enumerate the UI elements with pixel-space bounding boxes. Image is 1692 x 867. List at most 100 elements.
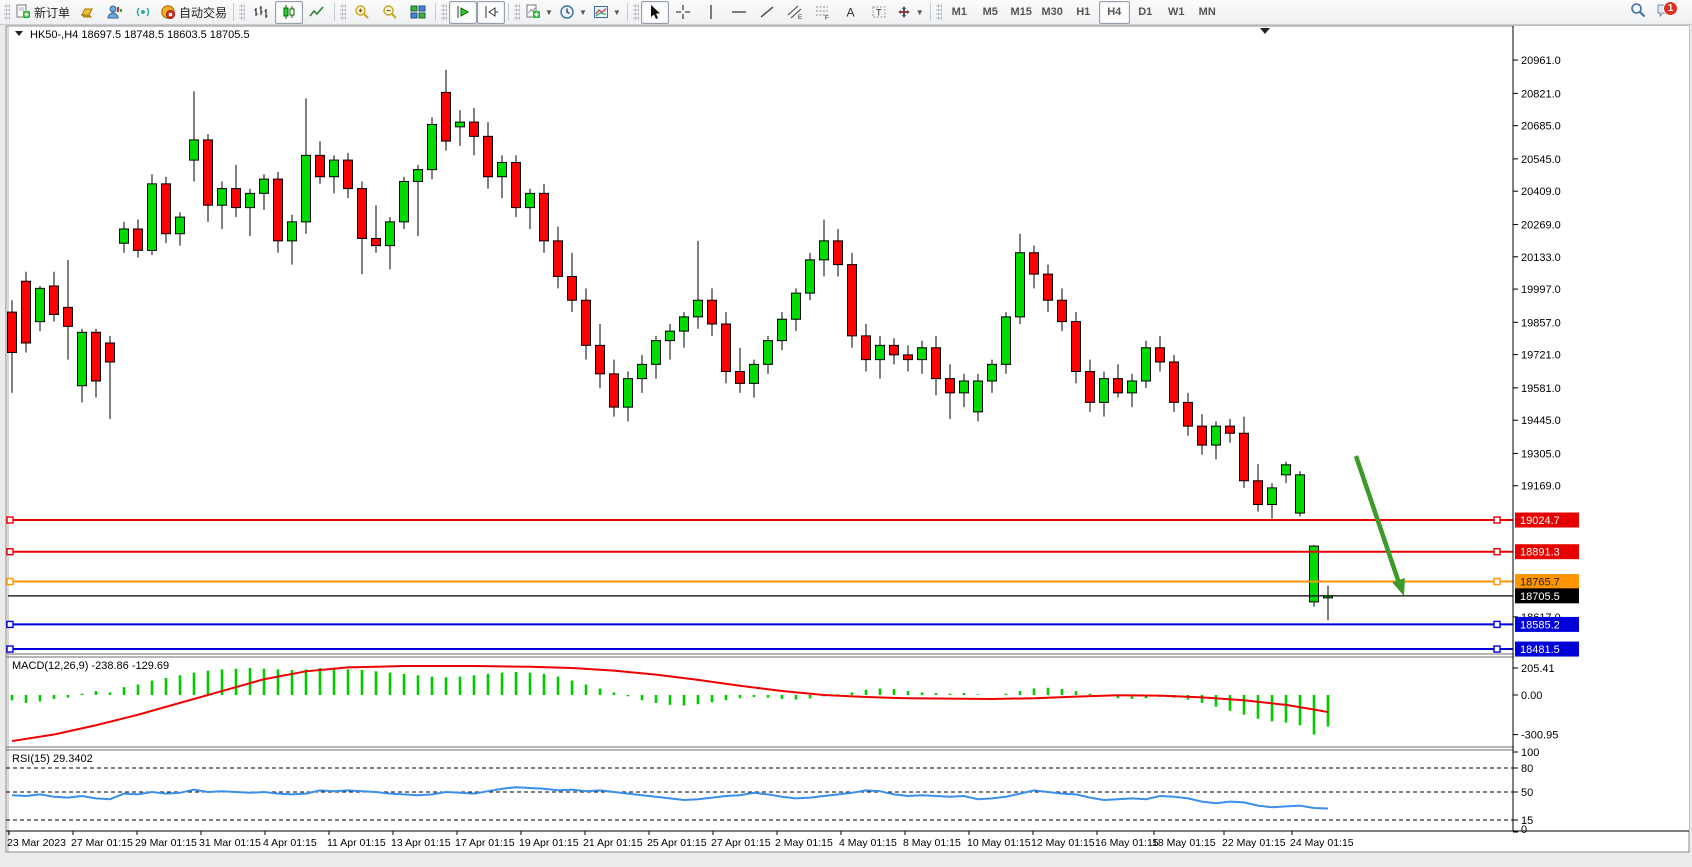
- candle-bear[interactable]: [49, 285, 59, 315]
- zoom-in-button[interactable]: [348, 1, 376, 24]
- chevron-down-icon[interactable]: ▼: [612, 7, 621, 17]
- candle-bull[interactable]: [147, 183, 157, 251]
- candle-bull[interactable]: [665, 330, 675, 342]
- candle-bull[interactable]: [329, 159, 339, 178]
- candle-bear[interactable]: [721, 323, 731, 372]
- candle-bear[interactable]: [1071, 321, 1081, 372]
- candle-bear[interactable]: [133, 228, 143, 251]
- candle-bear[interactable]: [343, 159, 353, 190]
- channel-button[interactable]: E: [781, 1, 809, 24]
- market-depth-button[interactable]: [101, 1, 129, 24]
- line-drag-handle[interactable]: [1493, 516, 1501, 524]
- candle-bear[interactable]: [931, 347, 941, 380]
- candle-bull[interactable]: [525, 192, 535, 209]
- candle-bull[interactable]: [385, 221, 395, 247]
- candle-bear[interactable]: [1029, 252, 1039, 275]
- candle-bear[interactable]: [63, 306, 73, 327]
- candle-bear[interactable]: [483, 135, 493, 178]
- zoom-out-button[interactable]: [376, 1, 404, 24]
- signal-button[interactable]: [129, 1, 157, 24]
- search-button[interactable]: [1630, 2, 1646, 18]
- candle-bull[interactable]: [763, 340, 773, 365]
- price-axis[interactable]: 20961.0 20821.0 20685.0 20545.0 20409.0 20269…: [1513, 55, 1579, 836]
- vertical-line-button[interactable]: [697, 1, 725, 24]
- candle-bull[interactable]: [497, 161, 507, 178]
- candle-bull[interactable]: [119, 228, 129, 244]
- tile-windows-button[interactable]: [404, 1, 432, 24]
- candle-bear[interactable]: [441, 91, 451, 142]
- candle-bear[interactable]: [833, 240, 843, 266]
- line-drag-handle[interactable]: [1493, 620, 1501, 629]
- gold-button[interactable]: [73, 1, 101, 24]
- candle-bear[interactable]: [945, 378, 955, 394]
- periods-button[interactable]: ▼: [556, 1, 590, 24]
- candle-bull[interactable]: [1099, 378, 1109, 403]
- fibonacci-button[interactable]: F: [809, 1, 837, 24]
- candle-bear[interactable]: [469, 121, 479, 137]
- price-axis-background[interactable]: [1514, 26, 1689, 831]
- bar-chart-button[interactable]: [247, 1, 275, 24]
- candle-bull[interactable]: [623, 378, 633, 408]
- line-drag-handle[interactable]: [6, 577, 14, 586]
- candle-bear[interactable]: [1169, 361, 1179, 403]
- candle-bull[interactable]: [651, 340, 661, 365]
- chart-shift-button[interactable]: [477, 0, 506, 24]
- timeframe-button-m5[interactable]: M5: [982, 6, 998, 18]
- arrows-button[interactable]: ▼: [893, 1, 927, 24]
- candle-bear[interactable]: [1225, 425, 1235, 434]
- auto-trading-button[interactable]: 自动交易: [157, 1, 230, 24]
- new-order-button[interactable]: 新订单: [12, 1, 73, 24]
- notification-badge[interactable]: 1: [1663, 1, 1678, 16]
- candle-bull[interactable]: [819, 240, 829, 261]
- candle-bull[interactable]: [959, 380, 969, 394]
- candle-bull[interactable]: [1015, 252, 1025, 318]
- line-drag-handle[interactable]: [6, 620, 14, 629]
- trendline-button[interactable]: [753, 1, 781, 24]
- line-chart-button[interactable]: [303, 1, 331, 24]
- arrow-annotation[interactable]: [1353, 455, 1405, 596]
- candle-bull[interactable]: [805, 259, 815, 294]
- line-drag-handle[interactable]: [6, 516, 14, 524]
- candle-bear[interactable]: [357, 188, 367, 239]
- candle-bear[interactable]: [1043, 273, 1053, 301]
- candle-bull[interactable]: [1141, 347, 1151, 382]
- candle-bull[interactable]: [1001, 316, 1011, 365]
- candle-bull[interactable]: [1295, 474, 1305, 514]
- candle-bull[interactable]: [301, 154, 311, 223]
- candle-bear[interactable]: [161, 183, 171, 235]
- line-drag-handle[interactable]: [1493, 577, 1501, 586]
- candle-bear[interactable]: [1155, 347, 1165, 363]
- chevron-down-icon[interactable]: ▼: [578, 7, 587, 17]
- candle-bear[interactable]: [595, 344, 605, 375]
- line-drag-handle[interactable]: [1493, 645, 1501, 653]
- time-axis[interactable]: 23 Mar 2023 27 Mar 01:15 29 Mar 01:15 31 Ma…: [7, 831, 1354, 849]
- text-button[interactable]: A: [837, 1, 865, 24]
- timeframe-button-mn[interactable]: MN: [1198, 6, 1216, 18]
- candle-bear[interactable]: [735, 370, 745, 384]
- candle-bear[interactable]: [861, 335, 871, 361]
- candle-bear[interactable]: [231, 188, 241, 209]
- rsi-pane[interactable]: RSI(15) 29.3402: [6, 753, 1513, 821]
- candle-bull[interactable]: [693, 299, 703, 318]
- chart-title-collapse-icon[interactable]: [15, 31, 23, 36]
- candle-bull[interactable]: [245, 192, 255, 209]
- candle-bear[interactable]: [553, 240, 563, 277]
- auto-scroll-button[interactable]: [449, 0, 478, 24]
- candle-bear[interactable]: [371, 237, 381, 247]
- candle-bear[interactable]: [1057, 299, 1067, 323]
- new-chart-button[interactable]: ▼: [522, 1, 556, 24]
- candle-bull[interactable]: [189, 139, 199, 161]
- horizontal-price-lines[interactable]: [6, 516, 1513, 653]
- candle-bull[interactable]: [749, 363, 759, 384]
- candle-bear[interactable]: [847, 264, 857, 337]
- candle-bear[interactable]: [567, 275, 577, 301]
- candle-bear[interactable]: [903, 354, 913, 361]
- candle-bull[interactable]: [973, 380, 983, 413]
- timeframe-button-w1[interactable]: W1: [1167, 6, 1185, 18]
- candle-bear[interactable]: [7, 311, 17, 353]
- candle-bear[interactable]: [21, 280, 31, 344]
- candle-bear[interactable]: [315, 154, 325, 178]
- candle-bull[interactable]: [1267, 487, 1277, 506]
- crosshair-button[interactable]: [669, 1, 697, 24]
